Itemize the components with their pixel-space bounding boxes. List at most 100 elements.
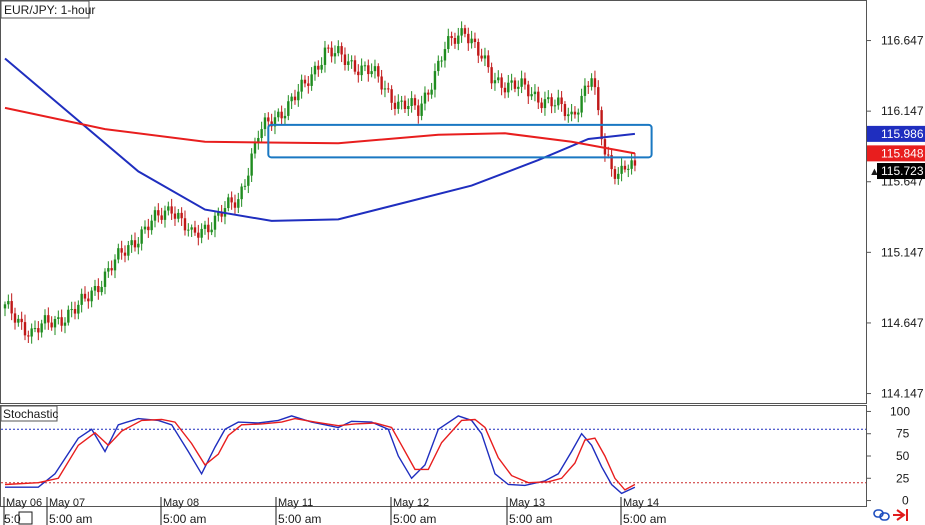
candle-body <box>67 309 70 323</box>
candle-body <box>203 224 207 229</box>
candle-body <box>490 67 493 84</box>
time-label: 5:00 am <box>509 512 552 525</box>
candle-body <box>70 309 73 311</box>
price-tags: 115.986 115.848▲ 115.723 <box>867 125 925 180</box>
candle-body <box>530 94 533 97</box>
candle-body <box>193 227 197 233</box>
candle-body <box>493 80 497 84</box>
candle-body <box>377 66 380 77</box>
candle-body <box>363 65 367 67</box>
candle-body <box>577 112 580 115</box>
candle-body <box>243 185 247 187</box>
candle-body <box>373 66 377 72</box>
candle-body <box>47 315 50 323</box>
candle-body <box>267 117 270 122</box>
red-arrow-icon[interactable] <box>893 509 908 521</box>
candle-body <box>100 286 103 293</box>
candle-body <box>180 212 183 219</box>
candle-body <box>357 71 360 76</box>
candle-body <box>220 212 223 217</box>
candle-body <box>190 227 193 230</box>
candle-body <box>627 168 630 170</box>
candle-body <box>207 224 210 233</box>
candle-body <box>623 165 627 170</box>
time-label: 5:00 am <box>163 512 206 525</box>
stochastic-title-box <box>0 405 58 422</box>
candle-body <box>387 88 390 90</box>
candle-body <box>620 165 623 174</box>
candle-body <box>330 47 333 57</box>
candle-body <box>550 97 553 107</box>
candle-body <box>287 101 290 116</box>
candle-body <box>443 49 447 61</box>
date-label: May 08 <box>163 497 199 509</box>
time-label: 5:00 am <box>278 512 321 525</box>
time-label: 5:00 am <box>623 512 666 525</box>
candle-body <box>97 285 100 293</box>
candle-body <box>197 232 200 238</box>
stoch-tick-label: 25 <box>896 471 910 485</box>
candle-body <box>497 77 500 81</box>
price-axis: 116.647116.147115.647115.147114.647114.1… <box>866 34 924 401</box>
candle-body <box>520 78 523 87</box>
red-moving-average <box>4 106 636 155</box>
candle-body <box>427 92 430 95</box>
chart-title-box <box>0 0 90 19</box>
candle-body <box>280 111 283 119</box>
candle-body <box>297 91 300 101</box>
candle-body <box>430 89 433 95</box>
price-tick-label: 115.147 <box>881 245 924 259</box>
candle-body <box>140 229 143 244</box>
candle-body <box>257 138 260 142</box>
candle-body <box>23 322 27 336</box>
candle-body <box>567 114 570 117</box>
moving-averages <box>4 57 636 222</box>
candle-body <box>250 153 253 176</box>
candle-body <box>163 210 167 220</box>
candle-body <box>410 98 413 106</box>
candle-body <box>583 85 587 96</box>
candle-body <box>233 202 237 208</box>
time-label-partial: 5:0 <box>4 512 21 525</box>
candle-body <box>383 88 387 90</box>
candle-body <box>73 309 77 314</box>
time-label: 5:00 am <box>49 512 92 525</box>
scroll-marker <box>18 511 33 525</box>
candle-body <box>60 317 63 326</box>
candle-body <box>367 65 370 75</box>
stoch-tick-label: 50 <box>896 449 910 463</box>
date-label: May 13 <box>509 497 545 509</box>
candle-body <box>237 199 240 208</box>
candle-body <box>467 33 470 44</box>
date-label: May 11 <box>278 497 313 509</box>
candle-body <box>113 259 117 271</box>
candle-body <box>477 42 480 56</box>
candle-body <box>570 111 573 115</box>
candle-body <box>217 212 220 216</box>
candle-body <box>323 47 327 65</box>
candle-body <box>347 61 350 65</box>
candle-body <box>590 78 593 87</box>
candle-body <box>593 78 597 88</box>
candle-body <box>630 160 633 169</box>
candle-body <box>513 80 517 89</box>
candle-body <box>173 213 177 219</box>
candle-body <box>127 245 130 256</box>
candle-body <box>93 285 97 291</box>
stochastic-axis: 100 75 50 25 0 <box>866 404 910 508</box>
candle-body <box>247 175 250 186</box>
candle-body <box>120 248 123 253</box>
link-icon[interactable] <box>873 509 890 521</box>
candle-body <box>153 210 157 221</box>
stochastic-title: Stochastic <box>3 407 58 421</box>
candle-body <box>573 111 577 115</box>
candle-body <box>393 102 397 109</box>
time-axis: May 06 May 07 May 08 May 11 May 12 May 13 May … <box>3 497 666 525</box>
candle-body <box>187 229 190 231</box>
candle-body <box>277 111 280 118</box>
candle-body <box>563 104 567 117</box>
candle-body <box>543 99 547 109</box>
stochastic-d-line <box>4 417 636 491</box>
candle-body <box>597 87 600 111</box>
